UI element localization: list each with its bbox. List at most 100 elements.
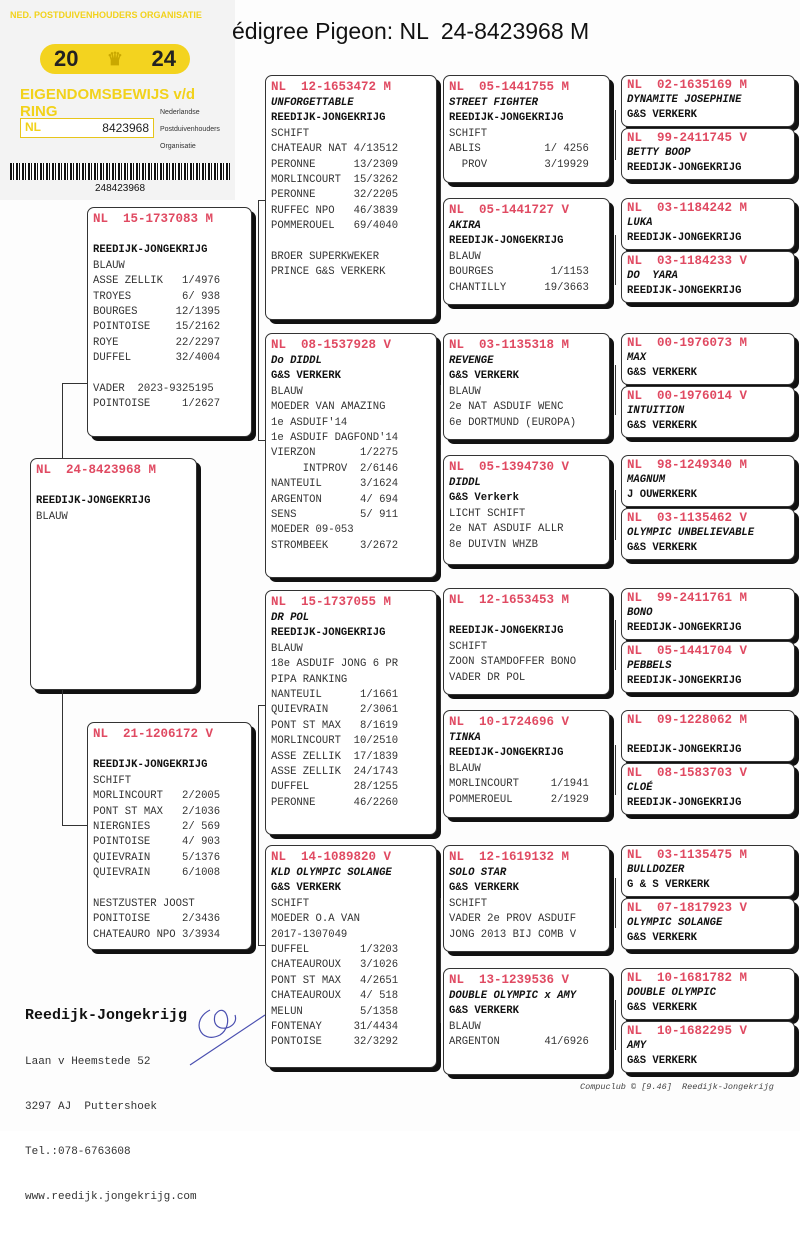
pedigree-box[interactable]: NL 98-1249340 M MAGNUM J OUWERKERK bbox=[621, 455, 795, 507]
connector-line bbox=[440, 130, 441, 250]
pigeon-name: KLD OLYMPIC SOLANGE bbox=[271, 867, 392, 879]
pedigree-box[interactable]: NL 99-2411761 M BONO REEDIJK-JONGEKRIJG bbox=[621, 588, 795, 640]
pedigree-box[interactable]: NL 15-1737055 M DR POL REEDIJK-JONGEKRIJG B… bbox=[265, 590, 437, 835]
breeder-name: REEDIJK-JONGEKRIJG bbox=[449, 625, 564, 638]
info-line: MOEDER O.A VAN bbox=[271, 913, 361, 926]
connector-line bbox=[615, 1000, 616, 1050]
ring-number: NL 02-1635169 M bbox=[627, 78, 748, 92]
pedigree-box[interactable]: NL 05-1441727 V AKIRA REEDIJK-JONGEKRIJG BL… bbox=[443, 198, 610, 305]
connector-line bbox=[615, 620, 616, 670]
ring-number: NL 10-1724696 V bbox=[449, 715, 570, 729]
pedigree-box[interactable]: NL 00-1976014 V INTUITION G&S VERKERK bbox=[621, 386, 795, 438]
info-line: BLAUW bbox=[449, 385, 481, 398]
info-line: MOEDER VAN AMAZING bbox=[271, 401, 386, 414]
ring-number: NL 03-1135462 V bbox=[627, 511, 748, 525]
pedigree-box[interactable]: NL 10-1724696 V TINKA REEDIJK-JONGEKRIJG BL… bbox=[443, 710, 610, 818]
pedigree-box[interactable]: NL 15-1737083 M REEDIJK-JONGEKRIJG BLAUW A… bbox=[87, 207, 252, 437]
barcode-number: 248423968 bbox=[95, 183, 146, 194]
pedigree-box[interactable]: NL 24-8423968 M REEDIJK-JONGEKRIJG BLAUW bbox=[30, 458, 197, 690]
info-line: ASSE ZELLIK 24/1743 bbox=[271, 766, 399, 779]
pedigree-box[interactable]: NL 07-1817923 V OLYMPIC SOLANGE G&S VERKER… bbox=[621, 898, 795, 950]
ring-number: NL 05-1441704 V bbox=[627, 644, 748, 658]
ring-number: NL 98-1249340 M bbox=[627, 458, 748, 472]
pedigree-box[interactable]: NL 03-1135318 M REVENGE G&S VERKERK BLAUW 2e… bbox=[443, 333, 610, 440]
pigeon-name: MAGNUM bbox=[627, 474, 666, 486]
ring-number: NL 13-1239536 V bbox=[449, 973, 570, 987]
info-line: SENS 5/ 911 bbox=[271, 509, 399, 522]
connector-line bbox=[440, 898, 441, 1023]
pigeon-name: OLYMPIC SOLANGE bbox=[627, 917, 723, 929]
pedigree-box[interactable]: NL 08-1583703 V CLOÉ REEDIJK-JONGEKRIJG bbox=[621, 763, 795, 815]
pigeon-name: STREET FIGHTER bbox=[449, 97, 539, 109]
pedigree-box[interactable]: NL 02-1635169 M DYNAMITE JOSEPHINE G&S VER… bbox=[621, 75, 795, 127]
pedigree-box[interactable]: NL 99-2411745 V BETTY BOOP REEDIJK-JONGEKR… bbox=[621, 128, 795, 180]
pedigree-box[interactable]: NL 12-1653453 M REEDIJK-JONGEKRIJG SCHIFT… bbox=[443, 588, 610, 695]
ring-number: NL 12-1619132 M bbox=[449, 850, 570, 864]
connector-line bbox=[440, 640, 441, 765]
info-line: ASSE ZELLIK 1/4976 bbox=[93, 275, 221, 288]
connector-line bbox=[258, 200, 259, 440]
info-line: STROMBEEK 3/2672 bbox=[271, 539, 399, 552]
info-line: NANTEUIL 1/1661 bbox=[271, 689, 399, 702]
ring-number: NL 99-2411761 M bbox=[627, 591, 748, 605]
info-line: BOURGES 1/1153 bbox=[449, 266, 589, 279]
npo-line: Nederlandse bbox=[160, 109, 200, 116]
pedigree-box[interactable]: NL 12-1653472 M UNFORGETTABLE REEDIJK-JONG… bbox=[265, 75, 437, 320]
breeder-name: G&S VERKERK bbox=[271, 370, 341, 383]
ring-number: NL 03-1184242 M bbox=[627, 201, 748, 215]
info-line: BLAUW bbox=[449, 762, 481, 775]
ring-number: NL 10-1682295 V bbox=[627, 1024, 748, 1038]
info-line: DUFFEL 32/4004 bbox=[93, 352, 221, 365]
info-line: MORLINCOURT 10/2510 bbox=[271, 735, 399, 748]
pedigree-box[interactable]: NL 05-1441755 M STREET FIGHTER REEDIJK-JON… bbox=[443, 75, 610, 183]
pedigree-box[interactable]: NL 03-1184242 M LUKA REEDIJK-JONGEKRIJG bbox=[621, 198, 795, 250]
pedigree-box[interactable]: NL 10-1681782 M DOUBLE OLYMPIC G&S VERKERK bbox=[621, 968, 795, 1020]
info-line: QUIEVRAIN 6/1008 bbox=[93, 867, 221, 880]
info-line: PONITOISE 2/3436 bbox=[93, 913, 221, 926]
barcode bbox=[10, 163, 230, 180]
pedigree-box[interactable]: NL 05-1394730 V DIDDL G&S Verkerk LICHT SCH… bbox=[443, 455, 610, 565]
connector-line bbox=[258, 200, 265, 201]
pedigree-box[interactable]: NL 12-1619132 M SOLO STAR G&S VERKERK SCHIF… bbox=[443, 845, 610, 952]
ring-number: NL 05-1394730 V bbox=[449, 460, 570, 474]
pigeon-name: DIDDL bbox=[449, 477, 481, 489]
pedigree-box[interactable]: NL 00-1976073 M MAX G&S VERKERK bbox=[621, 333, 795, 385]
info-line: 2017-1307049 bbox=[271, 928, 348, 941]
info-line: BLAUW bbox=[271, 385, 303, 398]
breeder-name: J OUWERKERK bbox=[627, 488, 697, 501]
info-line: SCHIFT bbox=[449, 897, 488, 910]
breeder-name: G&S VERKERK bbox=[627, 1054, 697, 1067]
info-line: POINTOISE 15/2162 bbox=[93, 321, 221, 334]
pedigree-box[interactable]: NL 21-1206172 V REEDIJK-JONGEKRIJG SCHIFT… bbox=[87, 722, 252, 950]
info-line: SCHIFT bbox=[449, 640, 488, 653]
pigeon-name: LUKA bbox=[627, 217, 653, 229]
breeder-name: G&S VERKERK bbox=[271, 882, 341, 895]
pedigree-box[interactable]: NL 13-1239536 V DOUBLE OLYMPIC x AMY G&S V… bbox=[443, 968, 610, 1075]
pedigree-box[interactable]: NL 09-1228062 M REEDIJK-JONGEKRIJG bbox=[621, 710, 795, 762]
breeder-name: G&S VERKERK bbox=[627, 1001, 697, 1014]
connector-line bbox=[258, 705, 265, 706]
pedigree-box[interactable]: NL 08-1537928 V Do DIDDL G&S VERKERK BLAUW M… bbox=[265, 333, 437, 578]
info-line: BLAUW bbox=[271, 642, 303, 655]
owner-website[interactable]: www.reedijk.jongekrijg.com bbox=[25, 1191, 197, 1203]
pedigree-box[interactable]: NL 10-1682295 V AMY G&S VERKERK bbox=[621, 1021, 795, 1073]
lion-emblem-icon: ♛ bbox=[106, 48, 124, 69]
pedigree-box[interactable]: NL 05-1441704 V PEBBELS REEDIJK-JONGEKRIJG bbox=[621, 641, 795, 693]
ring-number: NL 10-1681782 M bbox=[627, 971, 748, 985]
info-line: ARGENTON 4/ 694 bbox=[271, 493, 399, 506]
pedigree-box[interactable]: NL 14-1089820 V KLD OLYMPIC SOLANGE G&S VE… bbox=[265, 845, 437, 1068]
info-line: LICHT SCHIFT bbox=[449, 507, 526, 520]
card-heading: EIGENDOMSBEWIJS v/d RING bbox=[20, 86, 196, 120]
pigeon-name: BETTY BOOP bbox=[627, 147, 691, 159]
owner-address: Laan v Heemstede 52 bbox=[25, 1056, 151, 1068]
info-line: SCHIFT bbox=[271, 897, 310, 910]
pedigree-box[interactable]: NL 03-1184233 V DO YARA REEDIJK-JONGEKRIJG bbox=[621, 251, 795, 303]
pedigree-box[interactable]: NL 03-1135475 M BULLDOZER G & S VERKERK bbox=[621, 845, 795, 897]
breeder-name: REEDIJK-JONGEKRIJG bbox=[627, 621, 742, 634]
info-line: POINTOISE 4/ 903 bbox=[93, 836, 221, 849]
connector-line bbox=[258, 945, 265, 946]
ring-number: NL 14-1089820 V bbox=[271, 850, 392, 864]
pedigree-box[interactable]: NL 03-1135462 V OLYMPIC UNBELIEVABLE G&S V… bbox=[621, 508, 795, 560]
breeder-name: REEDIJK-JONGEKRIJG bbox=[627, 796, 742, 809]
info-line: TROYES 6/ 938 bbox=[93, 290, 221, 303]
